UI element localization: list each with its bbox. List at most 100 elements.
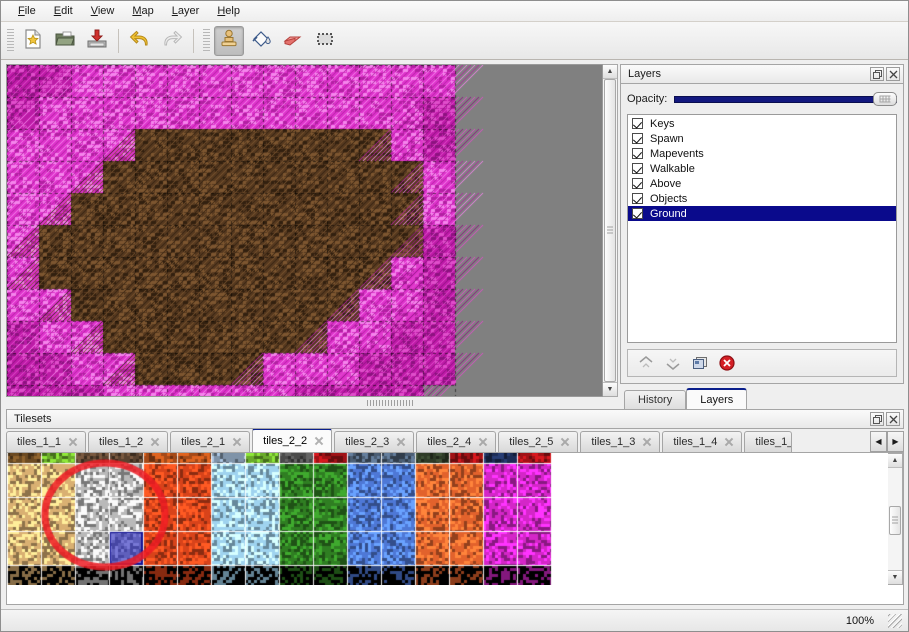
eraser-tool-button[interactable]: [278, 26, 308, 56]
menu-map[interactable]: Map: [132, 5, 154, 17]
map-editor-column: ▲ ▼: [1, 60, 620, 409]
tileset-tabs: tiles_1_1 tiles_1_2 tiles_2_1 tiles_2_2 tile…: [6, 429, 904, 453]
menu-file[interactable]: File: [18, 5, 36, 17]
tileset-tab-label: tiles_2_3: [345, 436, 390, 448]
tileset-tab-tiles_1_1[interactable]: tiles_1_1: [6, 431, 87, 452]
tileset-scroll-track[interactable]: [888, 468, 902, 570]
triangle-left-icon[interactable]: ◀: [870, 431, 887, 452]
opacity-slider-track[interactable]: [674, 96, 897, 103]
opacity-slider-knob[interactable]: [873, 92, 897, 106]
tileset-tab-tiles_1_4[interactable]: tiles_1_4: [662, 431, 743, 452]
layers-panel-title: Layers: [628, 68, 662, 80]
layer-label: Walkable: [650, 162, 695, 175]
tileset-tab-close-icon[interactable]: [232, 437, 242, 447]
triangle-up-icon[interactable]: ▲: [888, 454, 902, 468]
map-canvas[interactable]: [7, 65, 594, 396]
tileset-tab-close-icon[interactable]: [642, 437, 652, 447]
layer-row[interactable]: Ground: [628, 206, 896, 221]
tileset-tab-close-icon[interactable]: [150, 437, 160, 447]
layer-visibility-checkbox[interactable]: [632, 193, 643, 204]
move-layer-up-button[interactable]: [635, 352, 657, 374]
new-map-button[interactable]: [18, 26, 48, 56]
toolbar: [1, 22, 908, 60]
close-icon[interactable]: [886, 412, 900, 426]
triangle-down-icon[interactable]: ▼: [888, 570, 902, 584]
stamp-tool-button[interactable]: [214, 25, 244, 56]
tileset-tab-tiles_1_[interactable]: tiles_1_: [744, 431, 793, 452]
map-canvas-frame[interactable]: [6, 64, 603, 397]
undo-button[interactable]: [125, 26, 155, 56]
dock-tab-history[interactable]: History: [624, 390, 687, 409]
layers-panel-body: Opacity: Keys Spawn Mapevents Walkable Above…: [620, 84, 904, 384]
tileset-tab-close-icon[interactable]: [396, 437, 406, 447]
toolbar-grip-2[interactable]: [203, 28, 210, 53]
menu-layer[interactable]: Layer: [171, 5, 200, 17]
tileset-scroll-thumb[interactable]: [889, 505, 901, 536]
menu-view[interactable]: View: [90, 5, 115, 17]
layer-row[interactable]: Walkable: [628, 161, 896, 176]
layers-dock-column: Layers Opacity:: [620, 60, 908, 409]
opacity-slider[interactable]: [674, 92, 897, 106]
layer-visibility-checkbox[interactable]: [632, 208, 643, 219]
layer-row[interactable]: Spawn: [628, 131, 896, 146]
close-icon[interactable]: [886, 67, 900, 81]
duplicate-layer-button[interactable]: [689, 352, 711, 374]
menu-edit[interactable]: Edit: [53, 5, 73, 17]
triangle-right-icon[interactable]: ▶: [887, 431, 904, 452]
layer-list[interactable]: Keys Spawn Mapevents Walkable Above Objects Gr…: [627, 114, 897, 343]
layer-row[interactable]: Objects: [628, 191, 896, 206]
select-tool-button[interactable]: [310, 26, 340, 56]
tileset-tab-tiles_1_2[interactable]: tiles_1_2: [88, 431, 169, 452]
tileset-tab-tiles_2_2[interactable]: tiles_2_2: [252, 429, 333, 452]
tileset-tab-tiles_1_3[interactable]: tiles_1_3: [580, 431, 661, 452]
layer-row[interactable]: Above: [628, 176, 896, 191]
triangle-up-icon[interactable]: ▲: [603, 65, 617, 79]
save-disk-icon: [86, 28, 108, 53]
float-window-icon[interactable]: [870, 67, 884, 81]
horizontal-splitter[interactable]: [1, 397, 620, 409]
tileset-tab-tiles_2_4[interactable]: tiles_2_4: [416, 431, 497, 452]
layers-panel-titlebar: Layers: [620, 64, 904, 84]
redo-button[interactable]: [157, 26, 187, 56]
triangle-down-icon[interactable]: ▼: [603, 382, 617, 396]
map-vertical-scrollbar[interactable]: ▲ ▼: [603, 64, 618, 397]
layer-visibility-checkbox[interactable]: [632, 163, 643, 174]
tileset-tab-label: tiles_1_2: [99, 436, 144, 448]
layers-dock: Layers Opacity:: [620, 64, 904, 409]
map-scroll-track[interactable]: [603, 79, 617, 382]
layer-visibility-checkbox[interactable]: [632, 148, 643, 159]
toolbar-grip-1[interactable]: [7, 28, 14, 53]
layer-label: Ground: [650, 207, 687, 220]
tileset-tab-close-icon[interactable]: [560, 437, 570, 447]
move-layer-down-button[interactable]: [662, 352, 684, 374]
tileset-tab-close-icon[interactable]: [68, 437, 78, 447]
tileset-canvas-wrapper[interactable]: [7, 453, 888, 604]
tileset-tab-tiles_2_5[interactable]: tiles_2_5: [498, 431, 579, 452]
fill-tool-button[interactable]: [246, 26, 276, 56]
save-map-button[interactable]: [82, 26, 112, 56]
tileset-palette-canvas[interactable]: [7, 453, 879, 585]
zoom-level-label: 100%: [845, 614, 874, 627]
tileset-tab-close-icon[interactable]: [478, 437, 488, 447]
new-document-icon: [22, 28, 44, 53]
tileset-tab-tiles_2_3[interactable]: tiles_2_3: [334, 431, 415, 452]
layers-dock-tabs: History Layers: [620, 387, 904, 409]
resize-grip[interactable]: [888, 613, 902, 628]
tileset-tab-tiles_2_1[interactable]: tiles_2_1: [170, 431, 251, 452]
layer-visibility-checkbox[interactable]: [632, 178, 643, 189]
float-window-icon[interactable]: [870, 412, 884, 426]
splitter-grip[interactable]: [366, 400, 415, 406]
map-canvas-wrapper: ▲ ▼: [6, 64, 618, 397]
layer-visibility-checkbox[interactable]: [632, 118, 643, 129]
tileset-tab-close-icon[interactable]: [724, 437, 734, 447]
tileset-tab-close-icon[interactable]: [314, 436, 324, 446]
layer-visibility-checkbox[interactable]: [632, 133, 643, 144]
tileset-vertical-scrollbar[interactable]: ▲ ▼: [888, 453, 903, 585]
map-scroll-thumb[interactable]: [604, 79, 616, 382]
layer-row[interactable]: Keys: [628, 116, 896, 131]
layer-row[interactable]: Mapevents: [628, 146, 896, 161]
dock-tab-layers[interactable]: Layers: [686, 388, 748, 409]
menu-help[interactable]: Help: [217, 5, 240, 17]
open-map-button[interactable]: [50, 26, 80, 56]
delete-layer-button[interactable]: [716, 352, 738, 374]
